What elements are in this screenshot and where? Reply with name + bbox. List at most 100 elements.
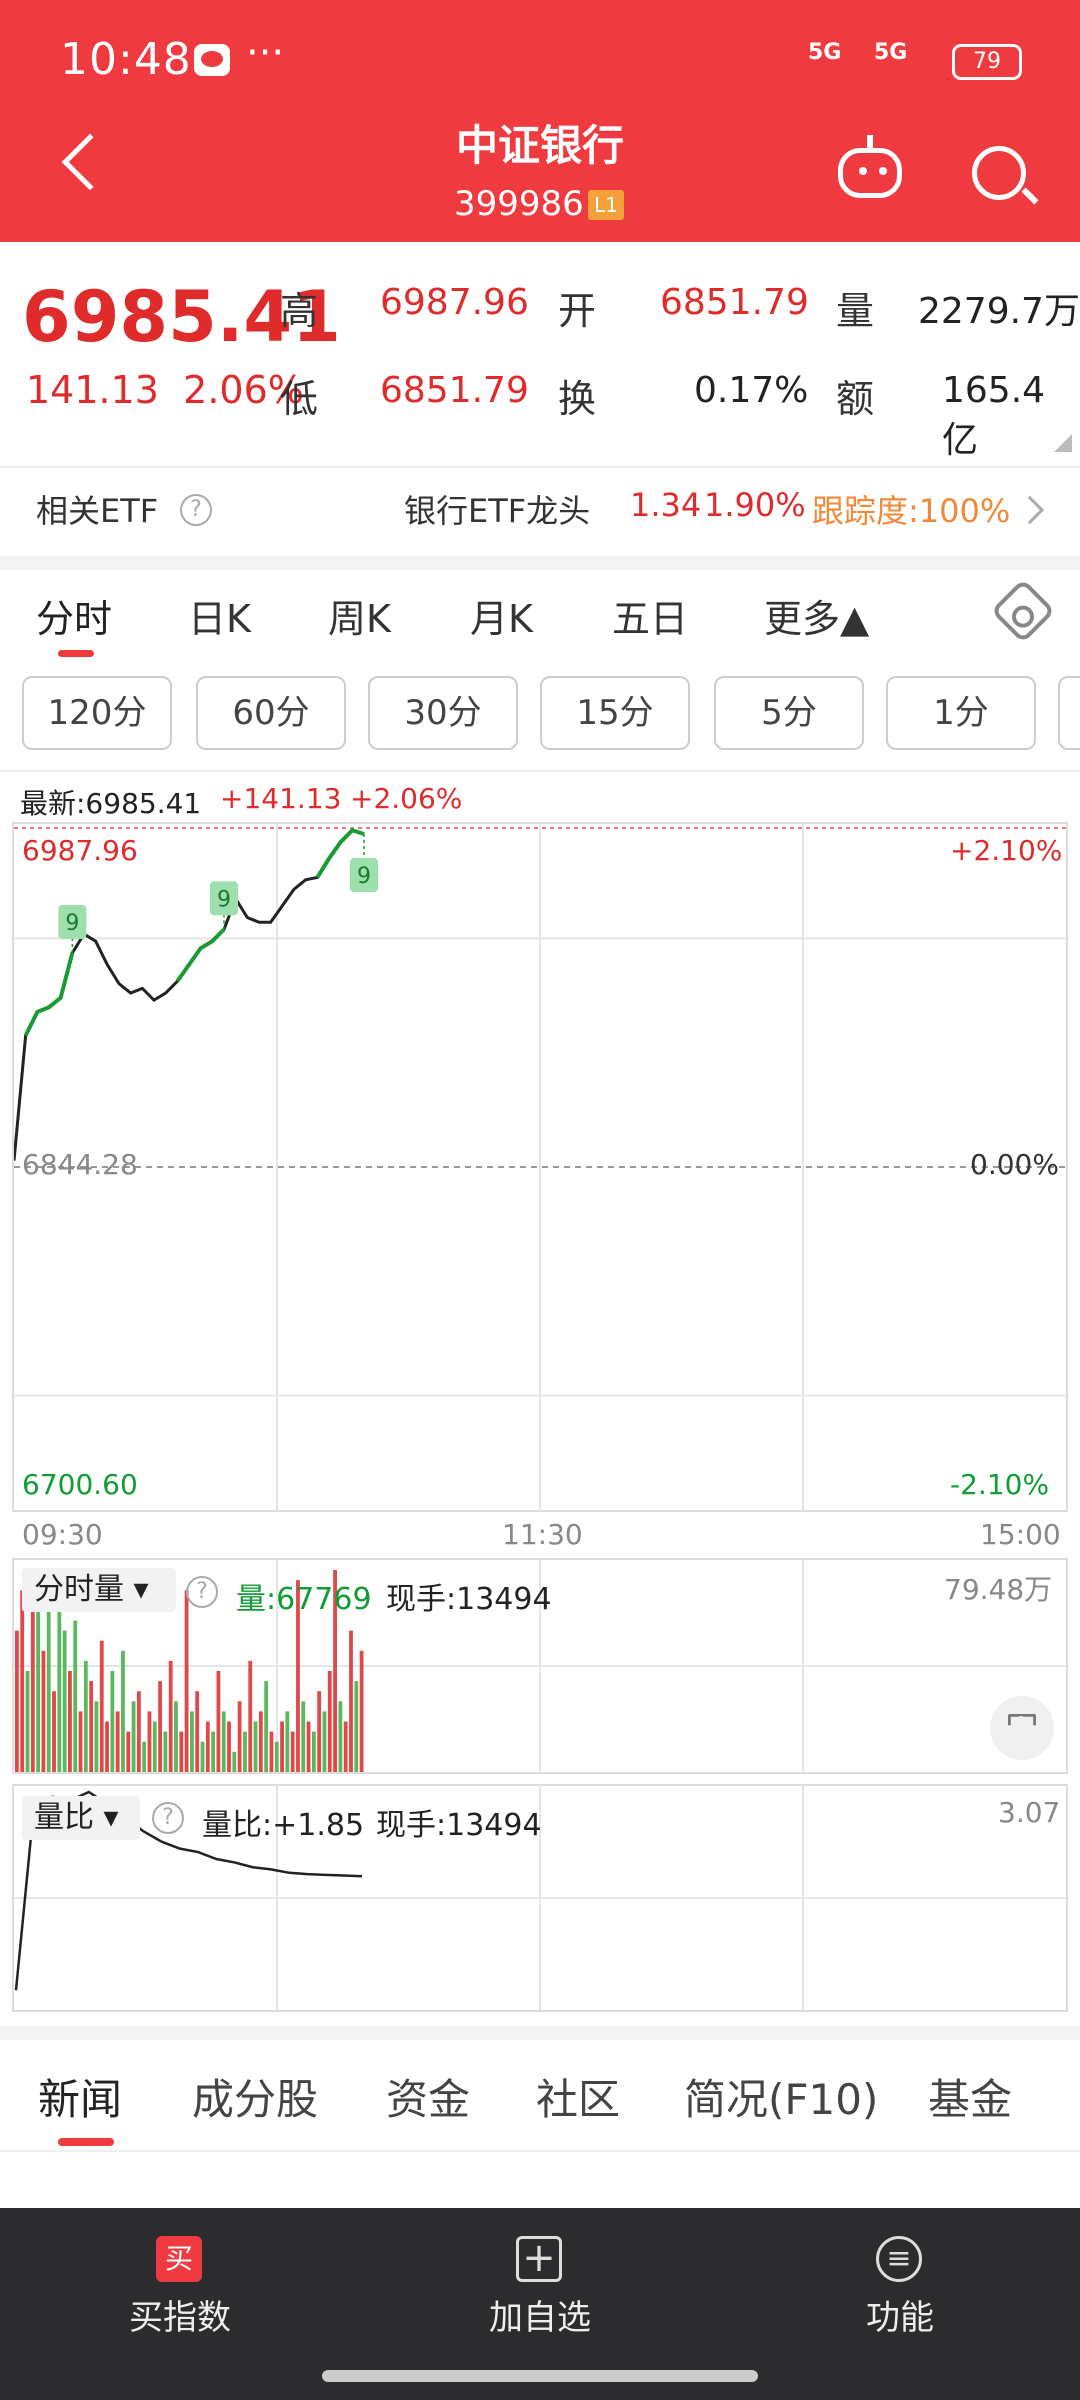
fullscreen-button[interactable] xyxy=(990,1696,1054,1760)
more-notifications-icon: ··· xyxy=(246,30,285,76)
section-separator xyxy=(0,556,1080,570)
volume-ratio-panel[interactable] xyxy=(12,1784,1068,2012)
latest-change: +141.13 xyxy=(220,782,342,815)
intraday-chart[interactable]: 9 9 9 xyxy=(12,822,1068,1512)
volume-value: 2279.7万 xyxy=(918,291,1080,332)
tab-five-day[interactable]: 五日 xyxy=(612,597,689,641)
tab-fund[interactable]: 基金 xyxy=(928,2075,1013,2124)
marker-label: 9 xyxy=(65,911,79,936)
chevron-right-icon[interactable] xyxy=(1015,495,1045,525)
volume-panel[interactable] xyxy=(12,1558,1068,1774)
etf-pct: 1.90% xyxy=(704,486,806,524)
volume-bar xyxy=(142,1741,147,1772)
volume-bar xyxy=(152,1721,157,1772)
tab-more[interactable]: 更多▲ xyxy=(764,597,870,641)
help-icon[interactable]: ? xyxy=(152,1802,184,1834)
amount-label: 额 xyxy=(836,377,875,421)
etf-name[interactable]: 银行ETF龙头 xyxy=(404,492,591,530)
volume-bar xyxy=(280,1721,284,1772)
add-watchlist-label: 加自选 xyxy=(489,2298,591,2338)
wechat-icon xyxy=(194,44,230,76)
interval-120m[interactable]: 120分 xyxy=(22,676,172,750)
volume-bar xyxy=(343,1721,348,1772)
plus-icon: + xyxy=(516,2236,562,2282)
help-icon[interactable]: ? xyxy=(186,1576,218,1608)
functions-label: 功能 xyxy=(866,2298,934,2338)
tab-monthly-k[interactable]: 月K xyxy=(470,597,533,641)
marker-label: 9 xyxy=(357,864,371,889)
page-title: 中证银行 xyxy=(455,121,624,170)
interval-more-pill[interactable] xyxy=(1058,676,1080,750)
add-watchlist-button[interactable]: + xyxy=(440,2226,640,2356)
volume-indicator-select[interactable]: 分时量 ▾ xyxy=(22,1568,176,1612)
home-indicator[interactable] xyxy=(322,2370,758,2382)
volume-bar xyxy=(131,1701,136,1772)
tab-funds-flow[interactable]: 资金 xyxy=(386,2075,471,2124)
pct-high-label: +2.10% xyxy=(950,834,1063,867)
ratio-max-label: 3.07 xyxy=(998,1796,1061,1829)
volume-bar xyxy=(269,1731,274,1772)
volume-bar xyxy=(158,1681,162,1772)
price-line xyxy=(14,828,365,1161)
status-time: 10:48 xyxy=(60,34,192,85)
price-line-highlight xyxy=(23,952,75,1037)
change-value: 141.13 xyxy=(26,368,159,412)
interval-60m[interactable]: 60分 xyxy=(196,676,346,750)
volume-bar xyxy=(83,1660,88,1772)
current-price: 6985.41 xyxy=(22,276,341,358)
tab-constituents[interactable]: 成分股 xyxy=(192,2075,319,2124)
turnover-value: 0.17% xyxy=(694,370,809,411)
interval-5m[interactable]: 5分 xyxy=(714,676,864,750)
interval-15m[interactable]: 15分 xyxy=(540,676,690,750)
volume-bar xyxy=(25,1671,30,1772)
volume-bar xyxy=(333,1570,337,1772)
low-label: 低 xyxy=(280,377,319,421)
tab-intraday[interactable]: 分时 xyxy=(36,597,113,641)
tab-community[interactable]: 社区 xyxy=(536,2075,621,2124)
tab-profile-f10[interactable]: 简况(F10) xyxy=(684,2075,879,2124)
help-icon[interactable]: ? xyxy=(180,494,212,526)
volume-bar xyxy=(253,1721,258,1772)
pct-mid-label: 0.00% xyxy=(970,1148,1059,1181)
interval-1m[interactable]: 1分 xyxy=(886,676,1036,750)
volume-bar xyxy=(311,1731,316,1772)
section-separator xyxy=(0,2026,1080,2040)
volume-bar xyxy=(99,1640,104,1772)
ratio-indicator-select[interactable]: 量比 ▾ xyxy=(22,1796,140,1840)
volume-bar xyxy=(301,1701,306,1772)
volume-bar xyxy=(62,1630,67,1772)
low-value: 6851.79 xyxy=(380,370,529,411)
x-tick-mid: 11:30 xyxy=(502,1518,583,1551)
volume-indicator-label: 分时量 xyxy=(34,1572,124,1607)
volume-label: 量 xyxy=(836,289,875,333)
volume-bar xyxy=(317,1691,322,1772)
volume-bar xyxy=(349,1630,353,1772)
volume-bar xyxy=(136,1691,141,1772)
volume-bar xyxy=(30,1610,35,1772)
buy-index-button[interactable]: 买 xyxy=(80,2226,280,2356)
volume-bar xyxy=(147,1711,152,1772)
chart-settings-icon[interactable] xyxy=(990,578,1056,644)
tab-daily-k[interactable]: 日K xyxy=(188,597,251,641)
interval-30m[interactable]: 30分 xyxy=(368,676,518,750)
high-label: 高 xyxy=(280,289,319,333)
volume-bar xyxy=(296,1580,300,1772)
tab-news[interactable]: 新闻 xyxy=(38,2075,123,2124)
expand-corner-icon[interactable] xyxy=(1054,434,1072,452)
expand-icon xyxy=(1008,1714,1036,1726)
tab-weekly-k[interactable]: 周K xyxy=(328,597,391,641)
volume-bar xyxy=(243,1731,247,1772)
robot-assistant-icon[interactable] xyxy=(838,135,902,198)
volume-bar xyxy=(15,1630,19,1772)
functions-button[interactable]: ≡ xyxy=(800,2226,1000,2356)
signal-5g-1: 5G xyxy=(808,40,842,65)
volume-value-label: 量:67769 xyxy=(236,1582,372,1617)
volume-bar xyxy=(68,1671,72,1772)
marker-badge xyxy=(58,904,87,939)
volume-bar xyxy=(354,1681,359,1772)
ratio-indicator-label: 量比 xyxy=(34,1800,94,1835)
open-label: 开 xyxy=(558,289,597,333)
volume-bar xyxy=(57,1590,62,1772)
volume-bar xyxy=(205,1721,210,1772)
search-icon[interactable] xyxy=(972,146,1026,200)
